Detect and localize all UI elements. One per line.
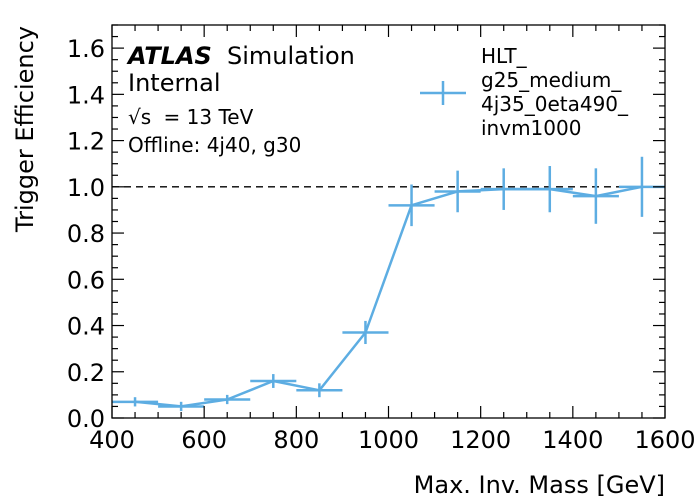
y-tick-label: 1.0 (67, 174, 105, 202)
data-point (112, 397, 159, 407)
data-point (250, 374, 297, 388)
x-axis-title: Max. Inv. Mass [GeV] (414, 471, 665, 499)
y-tick-label: 0.0 (67, 405, 105, 433)
y-tick-label: 1.6 (67, 35, 105, 63)
x-tick-label: 400 (89, 426, 135, 454)
atlas-status-label: Internal (128, 69, 221, 97)
legend-entry-line: g25_medium_ (481, 68, 622, 92)
legend-entry-line: invm1000 (481, 116, 581, 140)
atlas-label: ATLAS Simulation Internal √s = 13 TeV Of… (126, 42, 355, 157)
y-tick-label: 0.4 (67, 313, 105, 341)
atlas-simulation-label: Simulation (227, 42, 355, 70)
data-point (388, 184, 435, 227)
atlas-experiment-label: ATLAS (126, 42, 212, 70)
data-point (526, 166, 573, 213)
x-tick-label: 1600 (634, 426, 695, 454)
data-point (480, 168, 527, 210)
y-tick-label: 0.6 (67, 266, 105, 294)
x-tick-label: 1400 (542, 426, 603, 454)
x-tick-label: 1200 (450, 426, 511, 454)
y-axis-title: Trigger Efficiency (11, 26, 39, 233)
data-point (296, 383, 343, 398)
data-point (342, 320, 389, 345)
data-point (204, 394, 251, 405)
x-tick-label: 1000 (358, 426, 419, 454)
x-tick-label: 600 (181, 426, 227, 454)
data-point (434, 170, 481, 213)
data-point (572, 168, 619, 224)
x-tick-label: 800 (273, 426, 319, 454)
series-layer (112, 156, 665, 412)
y-tick-label: 1.2 (67, 128, 105, 156)
data-point (158, 401, 205, 412)
series-line (134, 185, 643, 408)
energy-label: √s = 13 TeV (128, 105, 254, 129)
legend-entry-line: 4j35_0eta490_ (481, 92, 629, 116)
y-tick-label: 0.2 (67, 359, 105, 387)
legend: HLT_g25_medium_4j35_0eta490_invm1000 (420, 44, 629, 140)
energy-value: = 13 TeV (164, 105, 254, 129)
y-tick-label: 1.4 (67, 81, 105, 109)
legend-entry-line: HLT_ (481, 44, 528, 68)
sqrt-s-symbol: √s (128, 105, 151, 129)
axis-ticks: 400 600 800 1000 1200 1400 1600 0.0 0.2 0.4 0.6 0.8… (67, 24, 696, 454)
selection-label: Offline: 4j40, g30 (128, 133, 301, 157)
y-tick-label: 0.8 (67, 220, 105, 248)
